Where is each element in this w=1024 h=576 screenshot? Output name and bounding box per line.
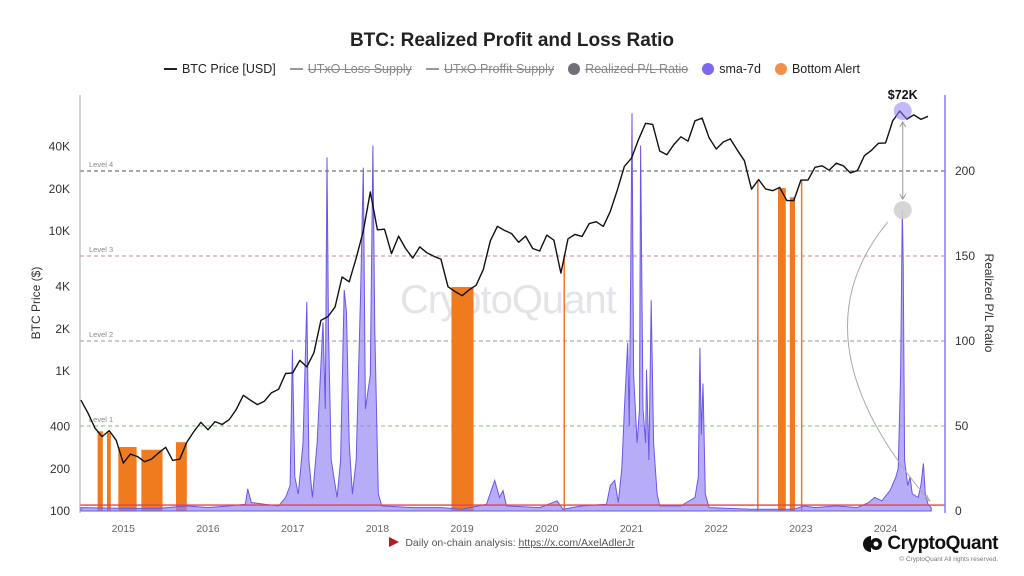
legend: BTC Price [USD] UTxO Loss Supply UTxO Pr… bbox=[0, 62, 1024, 76]
footer-prefix: Daily on-chain analysis: bbox=[405, 537, 519, 549]
legend-label: BTC Price [USD] bbox=[181, 62, 276, 76]
level-label: Level 2 bbox=[89, 330, 113, 339]
footer-note: Daily on-chain analysis: https://x.com/A… bbox=[0, 537, 1024, 549]
left-tick-label: 20K bbox=[49, 182, 70, 196]
right-tick-label: 50 bbox=[955, 419, 969, 433]
level-label: Level 1 bbox=[89, 415, 113, 424]
brand-name: CryptoQuant bbox=[887, 533, 998, 554]
copyright: © CryptoQuant All rights reserved. bbox=[899, 556, 998, 563]
line-marker-icon bbox=[163, 68, 177, 70]
right-tick-label: 150 bbox=[955, 249, 975, 263]
left-tick-label: 400 bbox=[50, 420, 70, 434]
left-tick-label: 1K bbox=[55, 364, 70, 378]
left-tick-label: 4K bbox=[55, 280, 70, 294]
right-tick-label: 200 bbox=[955, 164, 975, 178]
left-tick-label: 100 bbox=[50, 504, 70, 518]
legend-label: sma-7d bbox=[719, 62, 761, 76]
curved-arrow bbox=[847, 221, 931, 502]
arrowhead-icon bbox=[899, 121, 907, 201]
line-marker-icon bbox=[425, 68, 439, 70]
bottom-alert-band bbox=[800, 180, 803, 511]
left-tick-label: 2K bbox=[55, 322, 70, 336]
watermark: CryptoQuant bbox=[400, 278, 617, 322]
bottom-alert-band bbox=[106, 432, 111, 511]
right-tick-label: 100 bbox=[955, 334, 975, 348]
chart-title: BTC: Realized Profit and Loss Ratio bbox=[349, 30, 675, 51]
x-tick-label: 2017 bbox=[281, 523, 305, 535]
bottom-alert-band bbox=[789, 197, 796, 511]
x-tick-label: 2015 bbox=[112, 523, 136, 535]
bottom-alert-band bbox=[141, 449, 163, 511]
btc-price-line bbox=[80, 110, 929, 464]
x-tick-label: 2023 bbox=[789, 523, 813, 535]
legend-item-btc-price[interactable]: BTC Price [USD] bbox=[163, 62, 276, 76]
flag-icon bbox=[389, 537, 400, 547]
price-peak-label: $72K bbox=[888, 88, 918, 102]
legend-item-sma-7d[interactable]: sma-7d bbox=[702, 62, 761, 76]
bottom-alert-band bbox=[563, 256, 565, 511]
legend-item-bottom-alert[interactable]: Bottom Alert bbox=[774, 62, 861, 76]
x-tick-label: 2020 bbox=[535, 523, 559, 535]
dot-marker-icon bbox=[702, 63, 715, 75]
x-tick-label: 2019 bbox=[450, 523, 474, 535]
ratio-peak-marker bbox=[893, 201, 912, 220]
legend-label: UTxO Loss Supply bbox=[307, 62, 412, 76]
arrowhead-icon bbox=[923, 494, 931, 503]
left-tick-label: 40K bbox=[49, 140, 70, 154]
bottom-alert-band bbox=[97, 431, 103, 511]
right-tick-label: 0 bbox=[955, 504, 962, 518]
legend-item-utxo-profit[interactable]: UTxO Proffit Supply bbox=[425, 62, 555, 76]
bottom-alert-band bbox=[451, 286, 474, 511]
sma-7d-area bbox=[80, 113, 932, 512]
cryptoquant-logo: CryptoQuant bbox=[863, 533, 998, 555]
right-axis-title: Realized P/L Ratio bbox=[982, 254, 996, 353]
level-label: Level 3 bbox=[89, 245, 113, 254]
legend-label: UTxO Proffit Supply bbox=[443, 62, 555, 76]
bottom-alert-band bbox=[778, 188, 786, 511]
left-tick-label: 200 bbox=[50, 462, 70, 476]
bottom-alert-band bbox=[175, 442, 187, 511]
x-tick-label: 2016 bbox=[196, 523, 220, 535]
level-label: Level 4 bbox=[89, 160, 113, 169]
bottom-alert-band bbox=[757, 180, 759, 511]
legend-label: Realized P/L Ratio bbox=[585, 62, 689, 76]
legend-item-utxo-loss[interactable]: UTxO Loss Supply bbox=[289, 62, 412, 76]
left-tick-label: 10K bbox=[49, 224, 70, 238]
x-tick-label: 2024 bbox=[874, 523, 898, 535]
x-tick-label: 2021 bbox=[620, 523, 644, 535]
left-axis-title: BTC Price ($) bbox=[29, 267, 43, 340]
dot-marker-icon bbox=[568, 63, 581, 75]
price-peak-marker bbox=[893, 101, 912, 120]
line-marker-icon bbox=[289, 68, 303, 70]
x-tick-label: 2018 bbox=[366, 523, 390, 535]
legend-item-realized-pl[interactable]: Realized P/L Ratio bbox=[568, 62, 688, 76]
twitter-link[interactable]: https://x.com/AxelAdlerJr bbox=[518, 537, 635, 549]
x-tick-label: 2022 bbox=[705, 523, 729, 535]
cryptoquant-logo-icon bbox=[863, 536, 883, 552]
dot-marker-icon bbox=[774, 63, 787, 75]
legend-label: Bottom Alert bbox=[791, 62, 861, 76]
